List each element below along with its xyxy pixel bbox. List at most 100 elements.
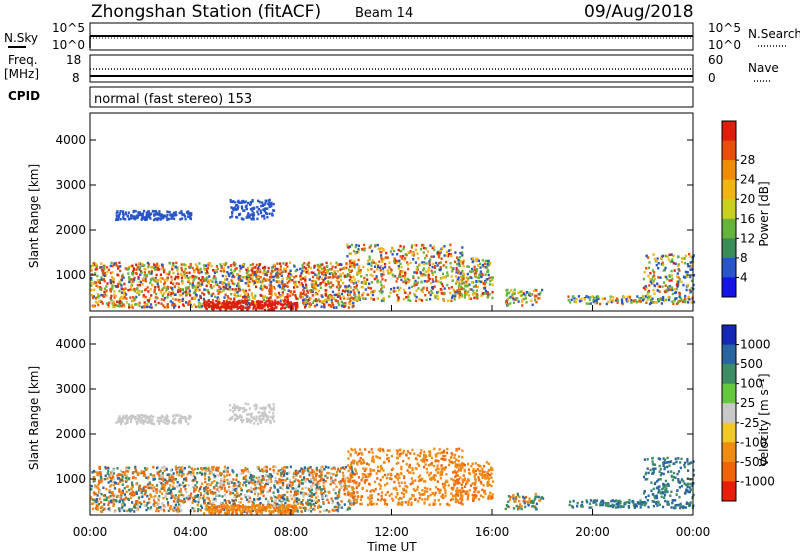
velocity-pixel (124, 496, 127, 499)
power-pixel (282, 267, 286, 271)
power-pixel (284, 268, 287, 271)
velocity-pixel (183, 485, 186, 488)
velocity-pixel (189, 415, 192, 418)
power-pixel (158, 268, 161, 271)
power-pixel (206, 278, 209, 282)
power-pixel (316, 268, 319, 272)
power-pixel (281, 280, 284, 283)
velocity-pixel (143, 470, 146, 474)
power-pixel (138, 211, 141, 214)
velocity-pixel (220, 481, 223, 485)
power-pixel (225, 283, 228, 286)
velocity-pixel (281, 487, 284, 490)
power-pixel (171, 213, 174, 216)
velocity-pixel (172, 487, 175, 490)
power-pixel (461, 269, 464, 273)
power-pixel (372, 298, 376, 301)
power-pixel (224, 302, 227, 305)
velocity-pixel (204, 469, 207, 472)
power-pixel (403, 288, 406, 292)
power-pixel (417, 287, 420, 290)
power-pixel (100, 293, 103, 297)
velocity-pixel (164, 483, 167, 487)
velocity-pixel (172, 481, 175, 485)
velocity-pixel (304, 486, 307, 489)
power-pixel (153, 288, 156, 292)
velocity-pixel (231, 491, 234, 495)
power-pixel (630, 299, 633, 302)
velocity-pixel (203, 474, 206, 477)
power-pixel (235, 208, 238, 212)
velocity-pixel (235, 478, 238, 482)
velocity-pixel (273, 471, 276, 474)
power-pixel (145, 214, 148, 218)
power-pixel (431, 271, 434, 275)
power-pixel (235, 267, 238, 270)
velocity-pixel (279, 470, 282, 473)
power-pixel (115, 294, 118, 298)
power-pixel (677, 300, 680, 304)
power-pixel (224, 278, 227, 281)
velocity-pixel (168, 492, 171, 495)
power-pixel (204, 303, 207, 306)
power-pixel (153, 263, 156, 266)
power-pixel (652, 279, 655, 283)
velocity-pixel (322, 496, 325, 499)
power-pixel (120, 301, 123, 305)
velocity-pixel (160, 477, 163, 481)
power-pixel (567, 299, 570, 302)
power-pixel (370, 291, 373, 294)
power-pixel (283, 283, 286, 286)
power-pixel (328, 272, 331, 276)
power-pixel (223, 281, 226, 285)
power-pixel (616, 297, 619, 300)
velocity-pixel (269, 503, 273, 507)
velocity-pixel (121, 474, 124, 477)
power-pixel (154, 277, 157, 280)
power-pixel (227, 265, 230, 269)
power-pixel (199, 294, 202, 298)
power-pixel (128, 265, 131, 269)
power-pixel (683, 257, 686, 260)
velocity-pixel (334, 478, 337, 482)
velocity-pixel (201, 468, 204, 471)
power-pixel (187, 301, 190, 304)
power-pixel (163, 281, 167, 284)
velocity-pixel (270, 496, 273, 500)
power-pixel (479, 262, 482, 266)
power-pixel (125, 297, 128, 300)
velocity-pixel (140, 470, 143, 473)
velocity-pixel (155, 501, 158, 505)
power-pixel (671, 286, 674, 289)
power-pixel (90, 268, 93, 271)
velocity-pixel (310, 510, 313, 513)
velocity-pixel (118, 415, 121, 418)
velocity-pixel (135, 490, 138, 494)
power-pixel (190, 213, 193, 217)
velocity-pixel (160, 416, 163, 420)
power-pixel (399, 286, 402, 290)
velocity-pixel (279, 481, 282, 484)
power-pixel (426, 288, 429, 292)
velocity-pixel (204, 472, 207, 475)
freq-label: Freq. (8, 53, 38, 67)
power-pixel (218, 281, 221, 284)
power-pixel (227, 301, 230, 304)
velocity-pixel (289, 490, 293, 493)
power-pixel (371, 290, 374, 293)
power-pixel (422, 273, 425, 276)
power-pixel (147, 263, 151, 266)
nave-ytick-bottom: 0 (708, 71, 716, 85)
power-pixel (413, 284, 416, 287)
velocity-pixel (125, 468, 128, 471)
power-pixel (237, 277, 240, 280)
power-pixel (165, 272, 168, 276)
power-pixel (251, 274, 254, 277)
power-pixel (668, 288, 671, 291)
velocity-pixel (262, 467, 265, 470)
power-pixel (642, 299, 645, 302)
velocity-pixel (334, 482, 337, 486)
power-pixel (425, 286, 428, 290)
velocity-pixel (162, 420, 165, 423)
power-pixel (185, 271, 188, 275)
